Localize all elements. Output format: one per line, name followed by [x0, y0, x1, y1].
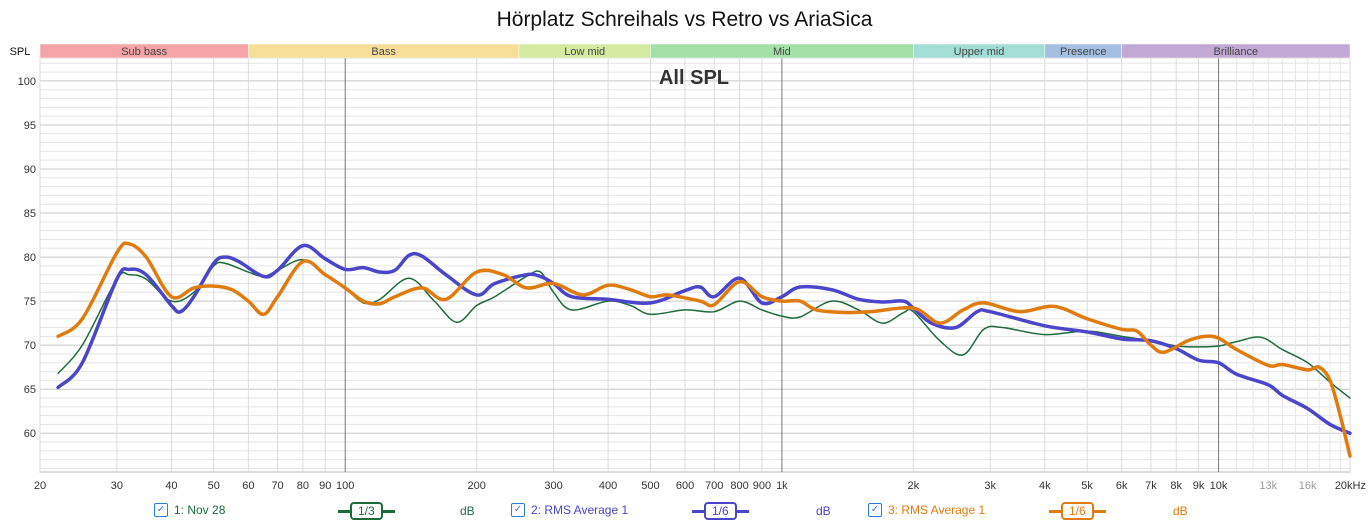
x-tick-label: 16k — [1299, 480, 1317, 492]
smoothing-label: 1/6 — [704, 502, 737, 520]
band-label: Mid — [773, 46, 791, 58]
smoothing-label: 1/3 — [350, 502, 383, 520]
band-label: Brilliance — [1214, 46, 1259, 58]
band-label: Sub bass — [121, 46, 167, 58]
x-tick-label: 5k — [1081, 480, 1093, 492]
legend-item-3[interactable]: ✓ 3: RMS Average 1 — [868, 503, 985, 517]
x-tick-label: 6k — [1116, 480, 1128, 492]
smoothing-control-1[interactable]: 1/3 — [338, 502, 395, 520]
x-tick-label: 300 — [544, 480, 562, 492]
smoothing-label: 1/6 — [1061, 502, 1094, 520]
x-tick-label: 90 — [319, 480, 331, 492]
series-line-3 — [56, 241, 1352, 458]
x-tick-label: 30 — [111, 480, 123, 492]
x-tick-label: 400 — [599, 480, 617, 492]
x-tick-label: 3k — [984, 480, 996, 492]
x-tick-label: 20kHz — [1335, 480, 1366, 492]
y-axis-label: SPL — [10, 46, 31, 58]
x-tick-label: 700 — [705, 480, 723, 492]
legend-item-1[interactable]: ✓ 1: Nov 28 — [154, 503, 225, 517]
band-label: Upper mid — [954, 46, 1005, 58]
x-tick-label: 13k — [1259, 480, 1277, 492]
x-tick-label: 2k — [908, 480, 920, 492]
x-tick-label: 800 — [730, 480, 748, 492]
y-tick-label: 65 — [24, 384, 36, 396]
x-tick-label: 8k — [1170, 480, 1182, 492]
unit-label: dB — [460, 504, 475, 518]
x-tick-label: 70 — [271, 480, 283, 492]
checkbox-icon[interactable]: ✓ — [154, 503, 168, 517]
x-tick-label: 100 — [336, 480, 354, 492]
y-tick-label: 70 — [24, 340, 36, 352]
checkbox-icon[interactable]: ✓ — [511, 503, 525, 517]
y-tick-label: 90 — [24, 164, 36, 176]
y-tick-label: 95 — [24, 120, 36, 132]
x-tick-label: 600 — [676, 480, 694, 492]
x-tick-label: 7k — [1145, 480, 1157, 492]
y-tick-label: 75 — [24, 296, 36, 308]
legend-item-2[interactable]: ✓ 2: RMS Average 1 — [511, 503, 628, 517]
plot-area — [39, 57, 1351, 473]
unit-label: dB — [816, 504, 831, 518]
y-tick-label: 80 — [24, 252, 36, 264]
y-tick-label: 60 — [24, 428, 36, 440]
x-tick-label: 10k — [1210, 480, 1228, 492]
legend-label: 2: RMS Average 1 — [531, 503, 629, 517]
x-tick-label: 200 — [467, 480, 485, 492]
x-tick-label: 60 — [242, 480, 254, 492]
x-tick-label: 20 — [34, 480, 46, 492]
x-tick-label: 4k — [1039, 480, 1051, 492]
y-tick-label: 85 — [24, 208, 36, 220]
x-tick-label: 9k — [1193, 480, 1205, 492]
x-tick-label: 80 — [297, 480, 309, 492]
band-label: Presence — [1060, 46, 1106, 58]
x-tick-label: 40 — [165, 480, 177, 492]
y-tick-label: 100 — [18, 76, 36, 88]
checkbox-icon[interactable]: ✓ — [868, 503, 882, 517]
unit-label: dB — [1173, 504, 1188, 518]
smoothing-control-3[interactable]: 1/6 — [1049, 502, 1106, 520]
chart-subtitle: All SPL — [659, 67, 729, 89]
legend-label: 1: Nov 28 — [174, 503, 226, 517]
x-tick-label: 1k — [776, 480, 788, 492]
band-label: Low mid — [564, 46, 605, 58]
x-tick-label: 500 — [641, 480, 659, 492]
band-brilliance — [1121, 43, 1351, 59]
x-tick-label: 900 — [753, 480, 771, 492]
smoothing-control-2[interactable]: 1/6 — [692, 502, 749, 520]
legend-label: 3: RMS Average 1 — [888, 503, 986, 517]
chart-title: Hörplatz Schreihals vs Retro vs AriaSica — [496, 8, 873, 31]
x-tick-label: 50 — [208, 480, 220, 492]
series-line-2 — [56, 243, 1352, 435]
band-label: Bass — [371, 46, 396, 58]
